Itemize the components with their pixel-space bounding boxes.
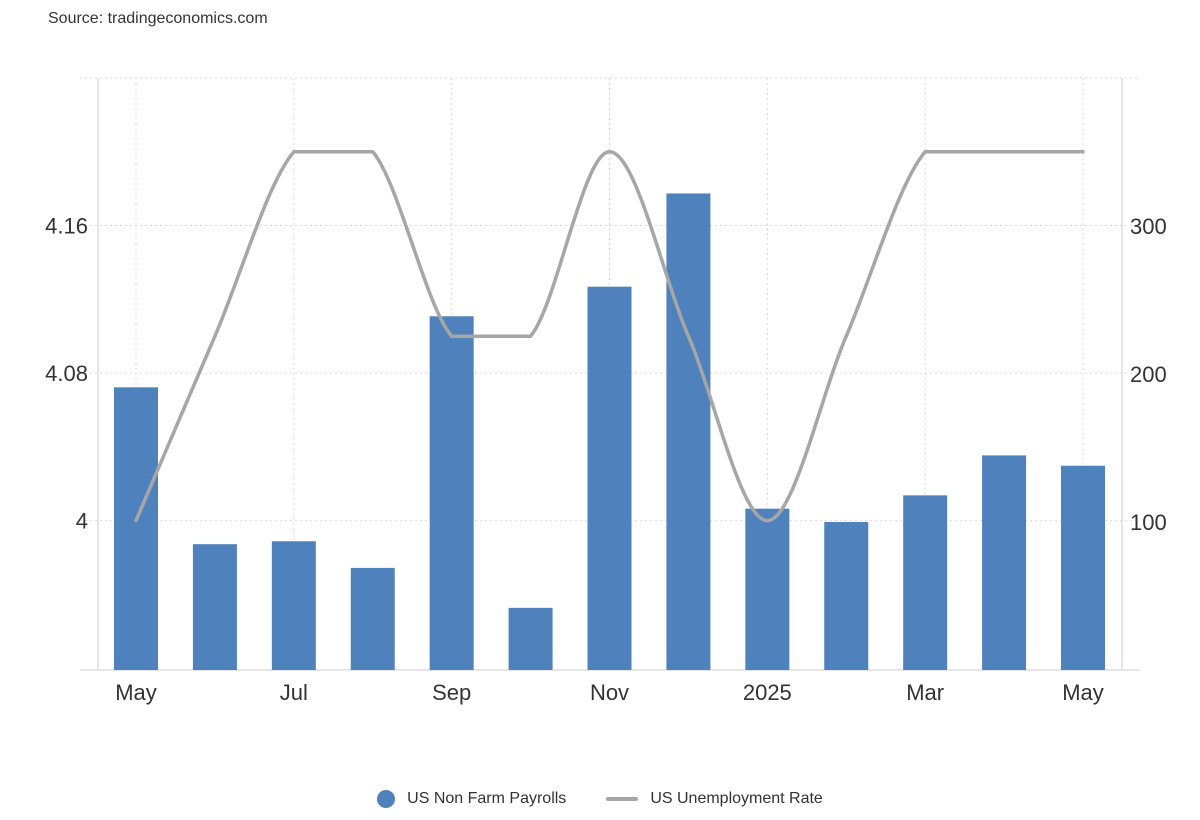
bar-payrolls	[903, 495, 948, 670]
bar-payrolls	[666, 193, 711, 670]
bar-payrolls	[508, 607, 553, 670]
legend-unemployment-marker	[606, 797, 639, 801]
legend: US Non Farm Payrolls US Unemployment Rat…	[0, 790, 1200, 808]
chart: 4 4.08 4.16 100 200 300 May Jul Sep Nov 2025 Mar May	[45, 77, 1167, 705]
x-tick-label: May	[115, 680, 157, 705]
x-tick-label: 2025	[743, 680, 792, 705]
bar-payrolls	[745, 508, 790, 670]
y-left-tick-label: 4.08	[45, 361, 88, 386]
legend-item-payrolls[interactable]: US Non Farm Payrolls	[377, 790, 566, 808]
legend-unemployment-label: US Unemployment Rate	[650, 790, 823, 807]
x-tick-label: Nov	[590, 680, 629, 705]
y-left-tick-label: 4	[76, 509, 88, 534]
line-unemployment	[134, 150, 1085, 523]
bar-payrolls	[982, 455, 1027, 670]
y-right-tick-label: 200	[1130, 362, 1167, 387]
source-label: Source: tradingeconomics.com	[48, 10, 268, 27]
bar-payrolls	[192, 544, 237, 670]
bar-payrolls	[271, 541, 316, 670]
y-right-tick-label: 100	[1130, 510, 1167, 535]
x-tick-label: Jul	[280, 680, 308, 705]
x-tick-label: Sep	[432, 680, 471, 705]
bar-payrolls	[114, 387, 158, 670]
bar-payrolls	[824, 522, 869, 670]
bar-payrolls	[350, 567, 395, 670]
y-left-tick-label: 4.16	[45, 214, 88, 239]
bar-payrolls	[587, 286, 632, 670]
y-right-tick-label: 300	[1130, 214, 1167, 239]
x-tick-label: May	[1062, 680, 1104, 705]
legend-payrolls-marker	[377, 790, 396, 808]
bar-payrolls	[429, 316, 474, 670]
legend-item-unemployment[interactable]: US Unemployment Rate	[606, 790, 823, 808]
legend-payrolls-label: US Non Farm Payrolls	[407, 790, 567, 807]
bar-payrolls	[1061, 465, 1105, 670]
x-tick-label: Mar	[906, 680, 944, 705]
